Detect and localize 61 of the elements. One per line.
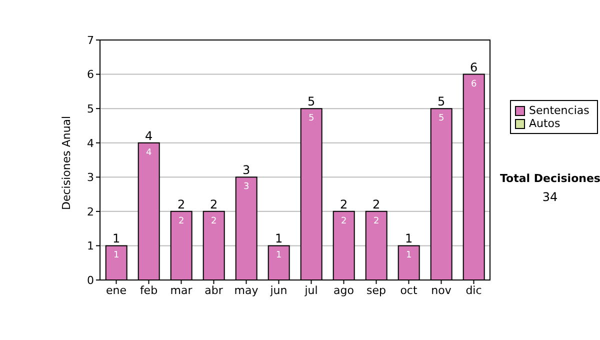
data-label: 1: [406, 250, 412, 261]
total-label: 6: [470, 60, 478, 74]
total-label: 1: [112, 232, 120, 246]
data-label: 2: [178, 216, 184, 226]
y-tick-label: 5: [87, 102, 94, 116]
x-tick-label: oct: [400, 284, 418, 297]
bar: [268, 245, 290, 280]
x-tick-label: jun: [269, 284, 288, 297]
bar: [300, 108, 322, 280]
legend-label: Autos: [529, 117, 560, 130]
y-axis-title: Decisiones Anual: [60, 116, 73, 210]
bar: [235, 176, 258, 280]
x-tick-label: mar: [170, 284, 193, 297]
y-tick-label: 7: [87, 34, 94, 47]
y-tick-label: 4: [87, 136, 94, 150]
data-label: 3: [243, 182, 250, 192]
text: Total Decisiones: [500, 172, 600, 185]
data-label: 6: [470, 79, 477, 90]
total-label: 3: [242, 163, 250, 178]
x-tick-label: feb: [140, 284, 158, 297]
bar: [430, 108, 452, 280]
bar: [138, 142, 160, 280]
x-tick-label: ago: [334, 284, 354, 297]
data-label: 2: [340, 216, 347, 226]
bar: [170, 210, 192, 280]
x-tick-label: sep: [366, 284, 386, 297]
y-tick-label: 3: [87, 171, 94, 184]
x-tick-label: abr: [204, 284, 224, 297]
x-tick-label: ene: [106, 284, 127, 297]
x-tick-label: dic: [466, 284, 482, 297]
data-label: 2: [373, 216, 380, 226]
data-label: 1: [113, 250, 120, 261]
bar: [462, 74, 485, 280]
total-label: 2: [178, 197, 186, 212]
y-tick-label: 0: [87, 274, 94, 287]
bar: [202, 210, 225, 280]
bar: [105, 245, 128, 280]
data-label: 4: [146, 148, 152, 158]
total-label: 5: [438, 94, 446, 109]
total-label: 4: [145, 128, 153, 143]
x-tick-label: may: [234, 284, 259, 297]
y-tick-label: 1: [87, 240, 94, 253]
data-label: 1: [276, 250, 282, 261]
bar: [398, 245, 420, 280]
total-label: 5: [308, 94, 316, 109]
legend-label: Sentencias: [529, 104, 590, 117]
data-label: 5: [438, 114, 444, 124]
data-label: 2: [210, 216, 217, 226]
total-label: 1: [405, 232, 413, 246]
total-label: 2: [210, 197, 218, 212]
data-label: 5: [308, 114, 314, 124]
total-label: 2: [372, 197, 380, 212]
x-tick-label: nov: [431, 284, 452, 297]
y-tick-label: 2: [87, 205, 94, 218]
total-label: 1: [275, 232, 283, 246]
total-label: 2: [340, 197, 348, 212]
x-tick-label: jul: [304, 284, 318, 297]
y-tick-label: 6: [87, 68, 94, 82]
bar: [365, 210, 388, 280]
text: 34: [541, 190, 559, 204]
bar: [332, 210, 355, 280]
